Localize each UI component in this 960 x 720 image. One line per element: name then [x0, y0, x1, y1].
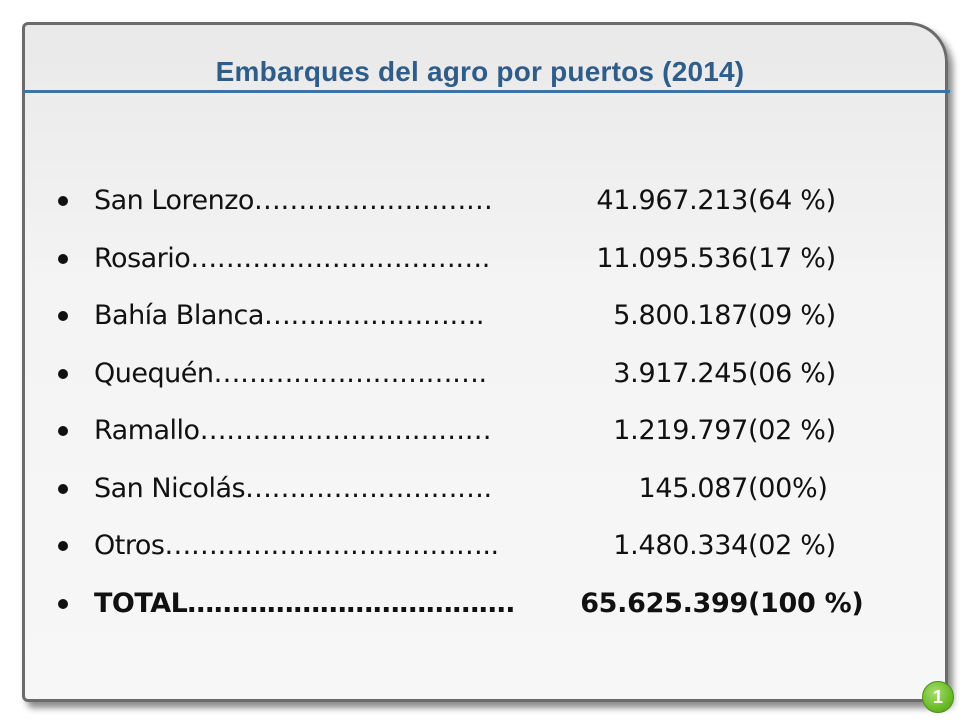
- bullet-icon: [58, 483, 68, 494]
- bullet-icon: [58, 311, 68, 321]
- port-percent: (64 %): [748, 185, 836, 216]
- port-value: 145.087: [638, 472, 748, 504]
- total-label: TOTAL……………………………….: [94, 587, 516, 619]
- total-value: 65.625.399: [580, 587, 748, 619]
- port-value: 3.917.245: [613, 357, 748, 389]
- port-percent: (17 %): [748, 242, 836, 274]
- port-percent: (00%): [748, 472, 828, 504]
- port-name: Otros………………………………..: [94, 530, 499, 561]
- list-item-quequen: Quequén…………………………. 3.917.245 (06 %): [58, 345, 898, 403]
- list-item-otros: Otros……………………………….. 1.480.334 (02 %): [58, 517, 898, 575]
- port-value: 41.967.213: [596, 185, 748, 216]
- list-item-san-nicolas: San Nicolás………………………. 145.087 (00%): [58, 460, 898, 518]
- port-percent: (06 %): [748, 357, 836, 389]
- title-underline: [24, 90, 950, 93]
- port-value: 1.480.334: [613, 530, 748, 561]
- port-value: 11.095.536: [596, 242, 748, 274]
- port-name: San Lorenzo………………………: [94, 185, 493, 216]
- slide-card: [22, 22, 948, 702]
- port-name: Quequén………………………….: [94, 357, 487, 389]
- bullet-icon: [58, 541, 68, 551]
- port-value: 1.219.797: [613, 415, 748, 446]
- list-item-total: TOTAL………………………………. 65.625.399 (100 %): [58, 575, 898, 633]
- list-item-rosario: Rosario……………………………. 11.095.536 (17 %): [58, 230, 898, 288]
- port-percent: (02 %): [748, 415, 836, 446]
- bullet-icon: [58, 598, 68, 609]
- port-percent: (02 %): [748, 530, 836, 561]
- ports-list: San Lorenzo……………………… 41.967.213 (64 %) R…: [58, 172, 898, 632]
- port-percent: (09 %): [748, 300, 836, 331]
- slide-title: Embarques del agro por puertos (2014): [215, 56, 745, 87]
- bullet-icon: [58, 426, 68, 436]
- port-name: Bahía Blanca…………………….: [94, 300, 484, 331]
- port-name: Ramallo……………………………: [94, 415, 492, 446]
- port-value: 5.800.187: [613, 300, 748, 331]
- bullet-icon: [58, 253, 68, 264]
- list-item-ramallo: Ramallo…………………………… 1.219.797 (02 %): [58, 402, 898, 460]
- port-name: San Nicolás……………………….: [94, 472, 492, 504]
- bullet-icon: [58, 196, 68, 206]
- list-item-bahia-blanca: Bahía Blanca……………………. 5.800.187 (09 %): [58, 287, 898, 345]
- page-number-badge: 1: [922, 681, 954, 713]
- total-percent: (100 %): [748, 587, 864, 619]
- bullet-icon: [58, 368, 68, 379]
- list-item-san-lorenzo: San Lorenzo……………………… 41.967.213 (64 %): [58, 172, 898, 230]
- port-name: Rosario…………………………….: [94, 242, 490, 274]
